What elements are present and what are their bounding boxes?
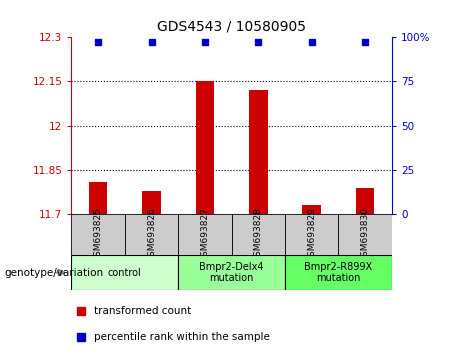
- FancyBboxPatch shape: [178, 214, 231, 255]
- Text: GSM693825: GSM693825: [94, 207, 103, 262]
- Title: GDS4543 / 10580905: GDS4543 / 10580905: [157, 19, 306, 33]
- FancyBboxPatch shape: [338, 214, 392, 255]
- FancyBboxPatch shape: [178, 255, 285, 290]
- Text: genotype/variation: genotype/variation: [5, 268, 104, 278]
- Text: control: control: [108, 268, 142, 278]
- Text: Bmpr2-R899X
mutation: Bmpr2-R899X mutation: [304, 262, 372, 284]
- Bar: [302, 205, 321, 214]
- FancyBboxPatch shape: [231, 214, 285, 255]
- Text: Bmpr2-Delx4
mutation: Bmpr2-Delx4 mutation: [200, 262, 264, 284]
- Bar: [142, 190, 161, 214]
- Text: GSM693828: GSM693828: [254, 207, 263, 262]
- FancyBboxPatch shape: [285, 255, 392, 290]
- Text: GSM693830: GSM693830: [361, 207, 370, 262]
- Text: transformed count: transformed count: [94, 306, 191, 316]
- FancyBboxPatch shape: [125, 214, 178, 255]
- Bar: [356, 188, 374, 214]
- Text: GSM693826: GSM693826: [147, 207, 156, 262]
- FancyBboxPatch shape: [285, 214, 338, 255]
- Text: percentile rank within the sample: percentile rank within the sample: [94, 332, 270, 342]
- Text: GSM693829: GSM693829: [307, 207, 316, 262]
- Bar: [195, 81, 214, 214]
- Bar: [249, 90, 268, 214]
- FancyBboxPatch shape: [71, 255, 178, 290]
- FancyBboxPatch shape: [71, 214, 125, 255]
- Bar: [89, 182, 107, 214]
- Text: GSM693827: GSM693827: [201, 207, 209, 262]
